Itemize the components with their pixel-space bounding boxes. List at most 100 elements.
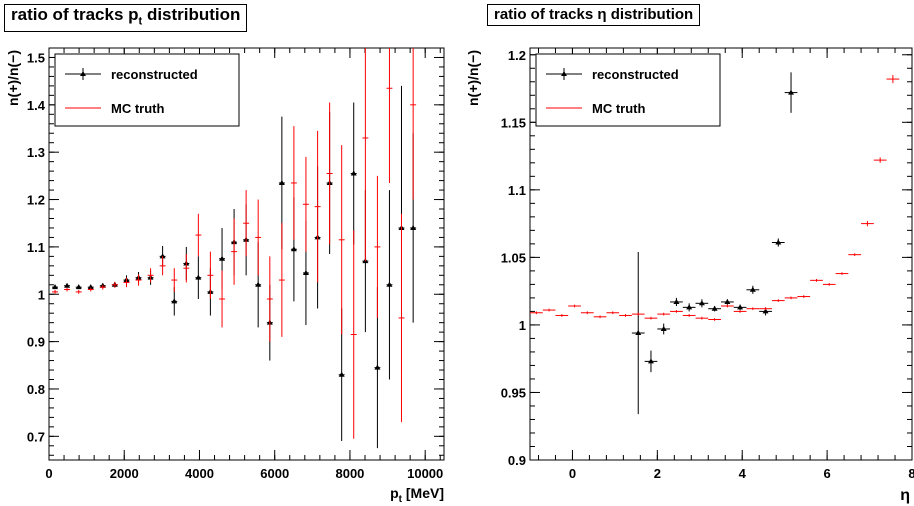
- chart1-data-point: [746, 307, 760, 311]
- chart1-xtick-label: 4: [739, 466, 747, 481]
- chart1-ytick-label: 1.1: [508, 183, 526, 198]
- chart1-triangle-marker: [635, 330, 642, 336]
- chart0-ytick-label: 0.8: [27, 382, 45, 397]
- chart1-data-point: [695, 316, 709, 320]
- chart1-ytick-label: 0.9: [508, 453, 526, 468]
- chart0-triangle-marker: [386, 281, 393, 287]
- chart-title-eta-text: ratio of tracks η distribution: [494, 6, 694, 23]
- chart1-data-point: [670, 310, 683, 313]
- chart0-xtick-label: 0: [45, 466, 52, 481]
- chart1-triangle-marker: [762, 308, 769, 314]
- chart0-x-axis-label-tail: [MeV]: [402, 485, 444, 501]
- chart0-data-point: [135, 274, 142, 286]
- chart0-x-axis-label: pt [MeV]: [390, 485, 444, 505]
- chart1-triangle-marker: [660, 325, 667, 331]
- chart1-xtick-label: 0: [569, 466, 576, 481]
- chart0-xtick-label: 2000: [110, 466, 139, 481]
- chart0-data-point: [350, 102, 357, 245]
- chart0-data-point: [64, 282, 71, 288]
- chart0-triangle-marker: [350, 170, 357, 176]
- chart0-data-point: [386, 190, 393, 380]
- chart1-data-point: [746, 285, 760, 294]
- chart1-xtick-label: 8: [908, 466, 914, 481]
- chart1-triangle-marker: [724, 298, 731, 304]
- chart0-data-point: [52, 289, 58, 294]
- chart-eta: 0.9 0.95 1 1.05 1.1 1.15 1.2 0 2 4 6 8 n(+)/n(−) η rec…: [465, 47, 914, 504]
- chart1-data-point: [619, 314, 632, 317]
- chart1-triangle-marker: [788, 89, 795, 95]
- chart0-triangle-marker: [171, 298, 178, 304]
- chart1-data-point: [606, 311, 620, 315]
- chart0-ytick-label: 1.4: [27, 98, 46, 113]
- chart1-data-point: [708, 318, 721, 321]
- chart0-triangle-marker: [219, 255, 226, 261]
- chart1-triangle-marker: [737, 304, 744, 310]
- chart1-data-point: [670, 297, 683, 307]
- chart0-data-point: [350, 230, 357, 439]
- chart-title-pt-sub: t: [138, 15, 143, 28]
- chart1-data-point: [721, 304, 734, 308]
- chart1-data-point: [797, 295, 811, 298]
- chart0-legend-marker: [80, 71, 86, 76]
- chart0-x-axis-label-sub: t: [399, 494, 403, 505]
- chart1-data-point: [657, 323, 671, 335]
- chart0-triangle-marker: [410, 224, 417, 230]
- chart1-series-reconstructed: [631, 72, 798, 415]
- chart0-data-point: [75, 289, 82, 294]
- chart1-ytick-label: 1: [519, 318, 526, 333]
- chart0-ytick-label: 1.2: [27, 193, 45, 208]
- chart1-data-point: [568, 304, 581, 308]
- chart0-data-point: [183, 254, 190, 283]
- chart0-data-point: [338, 145, 345, 335]
- chart1-ytick-label: 1.2: [508, 48, 526, 63]
- chart-pt: 0.7 0.8 0.9 1 1.1 1.2 1.3 1.4 1.5 0 2000 4000 6000 80…: [5, 47, 445, 505]
- chart0-data-point: [278, 223, 285, 337]
- chart1-data-point: [784, 296, 798, 300]
- chart0-xtick-label: 10000: [407, 466, 443, 481]
- chart0-triangle-marker: [290, 246, 297, 252]
- chart0-series-mc-truth: [52, 48, 417, 439]
- chart0-triangle-marker: [195, 274, 202, 280]
- chart0-data-point: [219, 270, 226, 328]
- chart0-ytick-label: 1: [38, 287, 45, 302]
- chart1-data-point: [542, 308, 556, 312]
- chart1-data-point: [861, 220, 874, 227]
- chart1-data-point: [631, 251, 645, 415]
- chart1-data-point: [822, 283, 836, 286]
- chart0-plot-frame: [48, 47, 445, 461]
- chart0-data-point: [255, 199, 262, 276]
- chart1-ytick-label: 1.05: [501, 250, 526, 265]
- chart0-data-point: [362, 48, 369, 262]
- chart0-triangle-marker: [75, 284, 82, 290]
- chart0-legend-box: [54, 53, 240, 127]
- chart0-y-axis-label: n(+)/n(−): [5, 50, 21, 106]
- chart0-data-point: [171, 268, 178, 292]
- chart0-ytick-label: 1.5: [27, 50, 45, 65]
- chart1-plot-frame: [529, 47, 913, 461]
- chart1-data-point: [695, 299, 709, 308]
- chart1-data-point: [708, 305, 721, 312]
- chart0-x-axis-label-main: p: [390, 485, 399, 501]
- chart0-xtick-label: 4000: [185, 466, 214, 481]
- chart0-data-point: [159, 256, 166, 276]
- chart0-data-point: [398, 213, 405, 423]
- chart0-data-point: [195, 213, 202, 257]
- chart1-y-axis-label: n(+)/n(−): [465, 50, 481, 106]
- chart1-data-point: [759, 307, 772, 311]
- chart0-data-point: [231, 218, 238, 285]
- chart1-ytick-label: 1.15: [501, 115, 526, 130]
- chart1-data-point: [848, 253, 862, 257]
- chart0-legend-label: MC truth: [111, 101, 164, 116]
- chart0-data-point: [326, 102, 333, 245]
- chart0-data-point: [374, 175, 381, 318]
- chart0-triangle-marker: [302, 269, 309, 275]
- chart1-data-point: [733, 310, 747, 313]
- chart0-data-point: [99, 284, 106, 290]
- chart1-data-point: [771, 299, 785, 302]
- chart1-triangle-marker: [647, 358, 654, 364]
- chart1-x-axis-label: η: [900, 487, 910, 504]
- chart1-legend-marker: [561, 71, 567, 76]
- chart1-legend-label: reconstructed: [592, 67, 679, 82]
- chart0-ytick-label: 1.3: [27, 145, 45, 160]
- chart0-data-point: [123, 277, 130, 288]
